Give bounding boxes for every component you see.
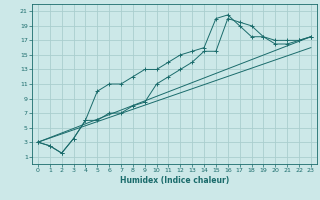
X-axis label: Humidex (Indice chaleur): Humidex (Indice chaleur): [120, 176, 229, 185]
